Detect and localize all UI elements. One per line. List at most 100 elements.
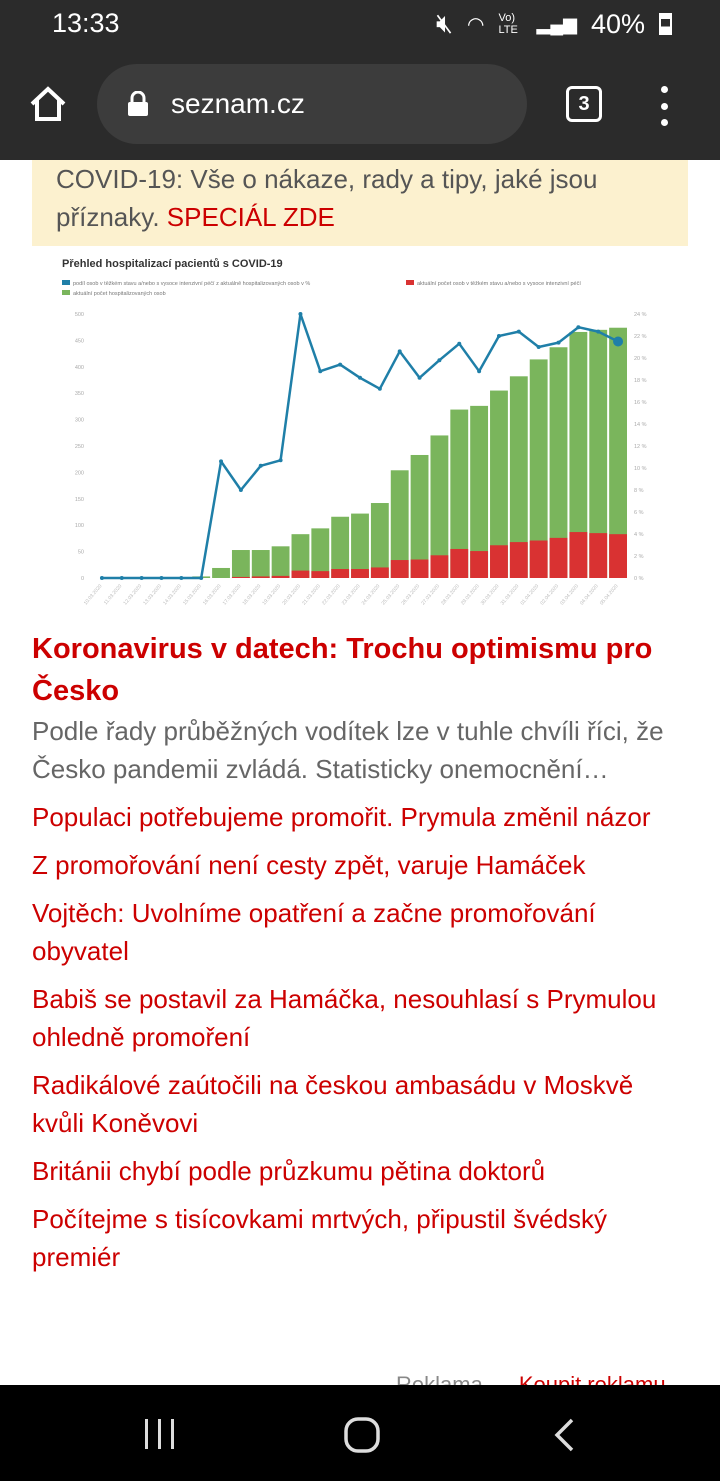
related-link[interactable]: Z promořování není cesty zpět, varuje Ha… xyxy=(32,850,586,880)
url-text: seznam.cz xyxy=(171,88,305,119)
legend-swatch-green xyxy=(62,290,70,295)
x-tick-label: 01.04.2020 xyxy=(520,583,541,606)
bar-hospitalized xyxy=(370,503,389,578)
bar-severe xyxy=(231,576,250,578)
x-tick-label: 04.04.2020 xyxy=(579,583,600,606)
legend-green: aktuální počet hospitalizovaných osob xyxy=(73,291,166,297)
related-link[interactable]: Británii chybí podle průzkumu pětina dok… xyxy=(32,1156,546,1186)
mute-icon: 🔇︎ xyxy=(436,8,454,38)
x-tick-label: 31.03.2020 xyxy=(500,583,521,606)
y2-tick-label: 22 % xyxy=(634,334,647,340)
bar-hospitalized xyxy=(509,376,528,578)
y-tick-label: 50 xyxy=(78,550,84,556)
bar-severe xyxy=(410,559,429,578)
y2-tick-label: 0 % xyxy=(634,576,644,582)
clock: 13:33 xyxy=(52,8,120,38)
related-link[interactable]: Počítejme s tisícovkami mrtvých, připust… xyxy=(32,1204,608,1272)
point-severe-pct xyxy=(258,463,263,468)
bar-hospitalized xyxy=(212,567,230,578)
x-tick-label: 27.03.2020 xyxy=(420,583,441,606)
point-severe-pct xyxy=(613,336,624,347)
tab-switcher-button[interactable]: 3 xyxy=(566,86,602,122)
wifi-icon: ◠ xyxy=(467,13,485,36)
x-tick-label: 03.04.2020 xyxy=(559,583,580,606)
related-links: Populaci potřebujeme promořit. Prymula z… xyxy=(32,798,692,1286)
y-tick-label: 400 xyxy=(75,365,84,371)
related-link[interactable]: Populaci potřebujeme promořit. Prymula z… xyxy=(32,802,651,832)
x-tick-label: 13.03.2020 xyxy=(142,583,163,606)
bar-hospitalized xyxy=(490,390,508,578)
chart-title: Přehled hospitalizací pacientů s COVID-1… xyxy=(62,258,283,270)
y-tick-label: 0 xyxy=(81,576,84,582)
home-icon[interactable] xyxy=(28,84,68,124)
banner-link[interactable]: SPECIÁL ZDE xyxy=(166,202,335,232)
bar-severe xyxy=(450,548,469,578)
point-severe-pct xyxy=(119,576,124,580)
point-severe-pct xyxy=(139,576,144,580)
bar-severe xyxy=(529,540,548,578)
x-tick-label: 23.03.2020 xyxy=(341,583,362,606)
point-severe-pct xyxy=(397,349,402,354)
y-tick-label: 450 xyxy=(75,338,84,344)
y2-tick-label: 4 % xyxy=(634,532,644,538)
x-tick-label: 14.03.2020 xyxy=(162,583,183,606)
point-severe-pct xyxy=(536,345,541,349)
bar-severe xyxy=(509,542,528,578)
y2-tick-label: 12 % xyxy=(634,444,647,450)
bar-severe xyxy=(549,537,568,578)
x-tick-label: 11.03.2020 xyxy=(103,583,124,606)
related-link[interactable]: Babiš se postavil za Hamáčka, nesouhlasí… xyxy=(32,984,657,1052)
y2-tick-label: 6 % xyxy=(634,510,644,516)
legend-swatch-line xyxy=(62,280,70,285)
point-severe-pct xyxy=(298,312,303,316)
legend-line: podíl osob v těžkém stavu a/nebo s vysoc… xyxy=(73,281,310,287)
point-severe-pct xyxy=(377,386,382,391)
bar-hospitalized xyxy=(450,409,469,578)
bar-severe xyxy=(390,560,409,578)
y-tick-label: 500 xyxy=(75,312,84,318)
related-link[interactable]: Radikálové zaútočili na českou ambasádu … xyxy=(32,1070,634,1138)
legend-swatch-red xyxy=(406,280,414,285)
more-menu-icon[interactable] xyxy=(650,86,678,126)
browser-toolbar: seznam.cz 3 xyxy=(0,50,720,160)
hospitalization-chart[interactable]: Přehled hospitalizací pacientů s COVID-1… xyxy=(56,250,696,620)
point-severe-pct xyxy=(179,576,184,580)
back-icon[interactable] xyxy=(552,1417,576,1453)
bar-hospitalized xyxy=(251,550,270,578)
point-severe-pct xyxy=(496,334,501,338)
point-severe-pct xyxy=(238,488,243,492)
legend-red: aktuální počet osob v těžkém stavu a/neb… xyxy=(417,281,581,287)
point-severe-pct xyxy=(437,358,442,363)
home-nav-icon[interactable] xyxy=(343,1416,381,1454)
battery-icon xyxy=(659,13,672,35)
bar-severe xyxy=(251,576,270,578)
network-label: Vo) LTE xyxy=(498,12,518,36)
article-perex[interactable]: Podle řady průběžných vodítek lze v tuhl… xyxy=(32,716,664,784)
y2-tick-label: 10 % xyxy=(634,466,647,472)
bar-hospitalized xyxy=(569,331,588,578)
android-nav-bar xyxy=(0,1385,720,1481)
x-tick-label: 02.04.2020 xyxy=(539,583,560,606)
status-bar: 13:33 🔇︎ ◠ Vo) LTE ▂▄▆ 40% xyxy=(0,0,720,50)
y-tick-label: 100 xyxy=(75,523,84,529)
bar-severe xyxy=(311,571,330,578)
bar-severe xyxy=(291,570,310,578)
related-link[interactable]: Vojtěch: Uvolníme opatření a začne promo… xyxy=(32,898,596,966)
bar-hospitalized xyxy=(271,546,290,578)
signal-icon: ▂▄▆ xyxy=(536,13,577,34)
y-tick-label: 150 xyxy=(75,497,84,503)
banner-text: COVID-19: Vše o nákaze, rady a tipy, jak… xyxy=(56,164,598,232)
point-severe-pct xyxy=(556,340,561,345)
recents-icon[interactable] xyxy=(142,1417,178,1451)
covid-banner[interactable]: COVID-19: Vše o nákaze, rady a tipy, jak… xyxy=(32,160,688,246)
x-tick-label: 05.04.2020 xyxy=(599,583,620,606)
bar-severe xyxy=(569,532,588,578)
y2-tick-label: 18 % xyxy=(634,378,647,384)
bar-severe xyxy=(609,534,627,578)
address-bar[interactable]: seznam.cz xyxy=(97,64,527,144)
y-tick-label: 350 xyxy=(75,391,84,397)
y2-tick-label: 8 % xyxy=(634,488,644,494)
point-severe-pct xyxy=(318,369,323,374)
bar-severe xyxy=(351,569,369,578)
article-headline[interactable]: Koronavirus v datech: Trochu optimismu p… xyxy=(32,633,653,707)
